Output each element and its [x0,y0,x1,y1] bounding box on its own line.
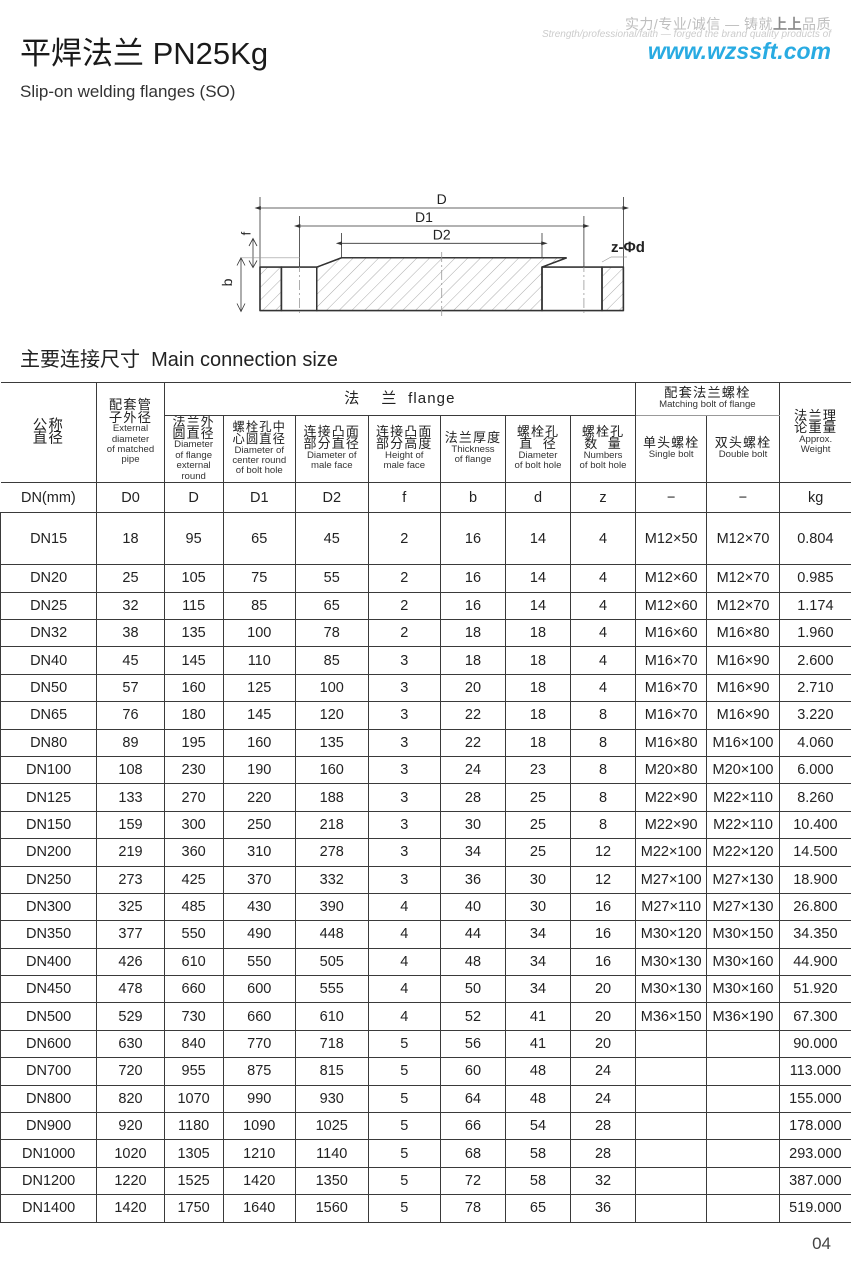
svg-text:D2: D2 [433,226,451,242]
svg-text:D1: D1 [415,209,433,225]
svg-text:z-Φd: z-Φd [611,239,645,256]
svg-text:b: b [219,278,235,286]
svg-text:f: f [239,231,254,235]
svg-text:D: D [437,191,447,207]
